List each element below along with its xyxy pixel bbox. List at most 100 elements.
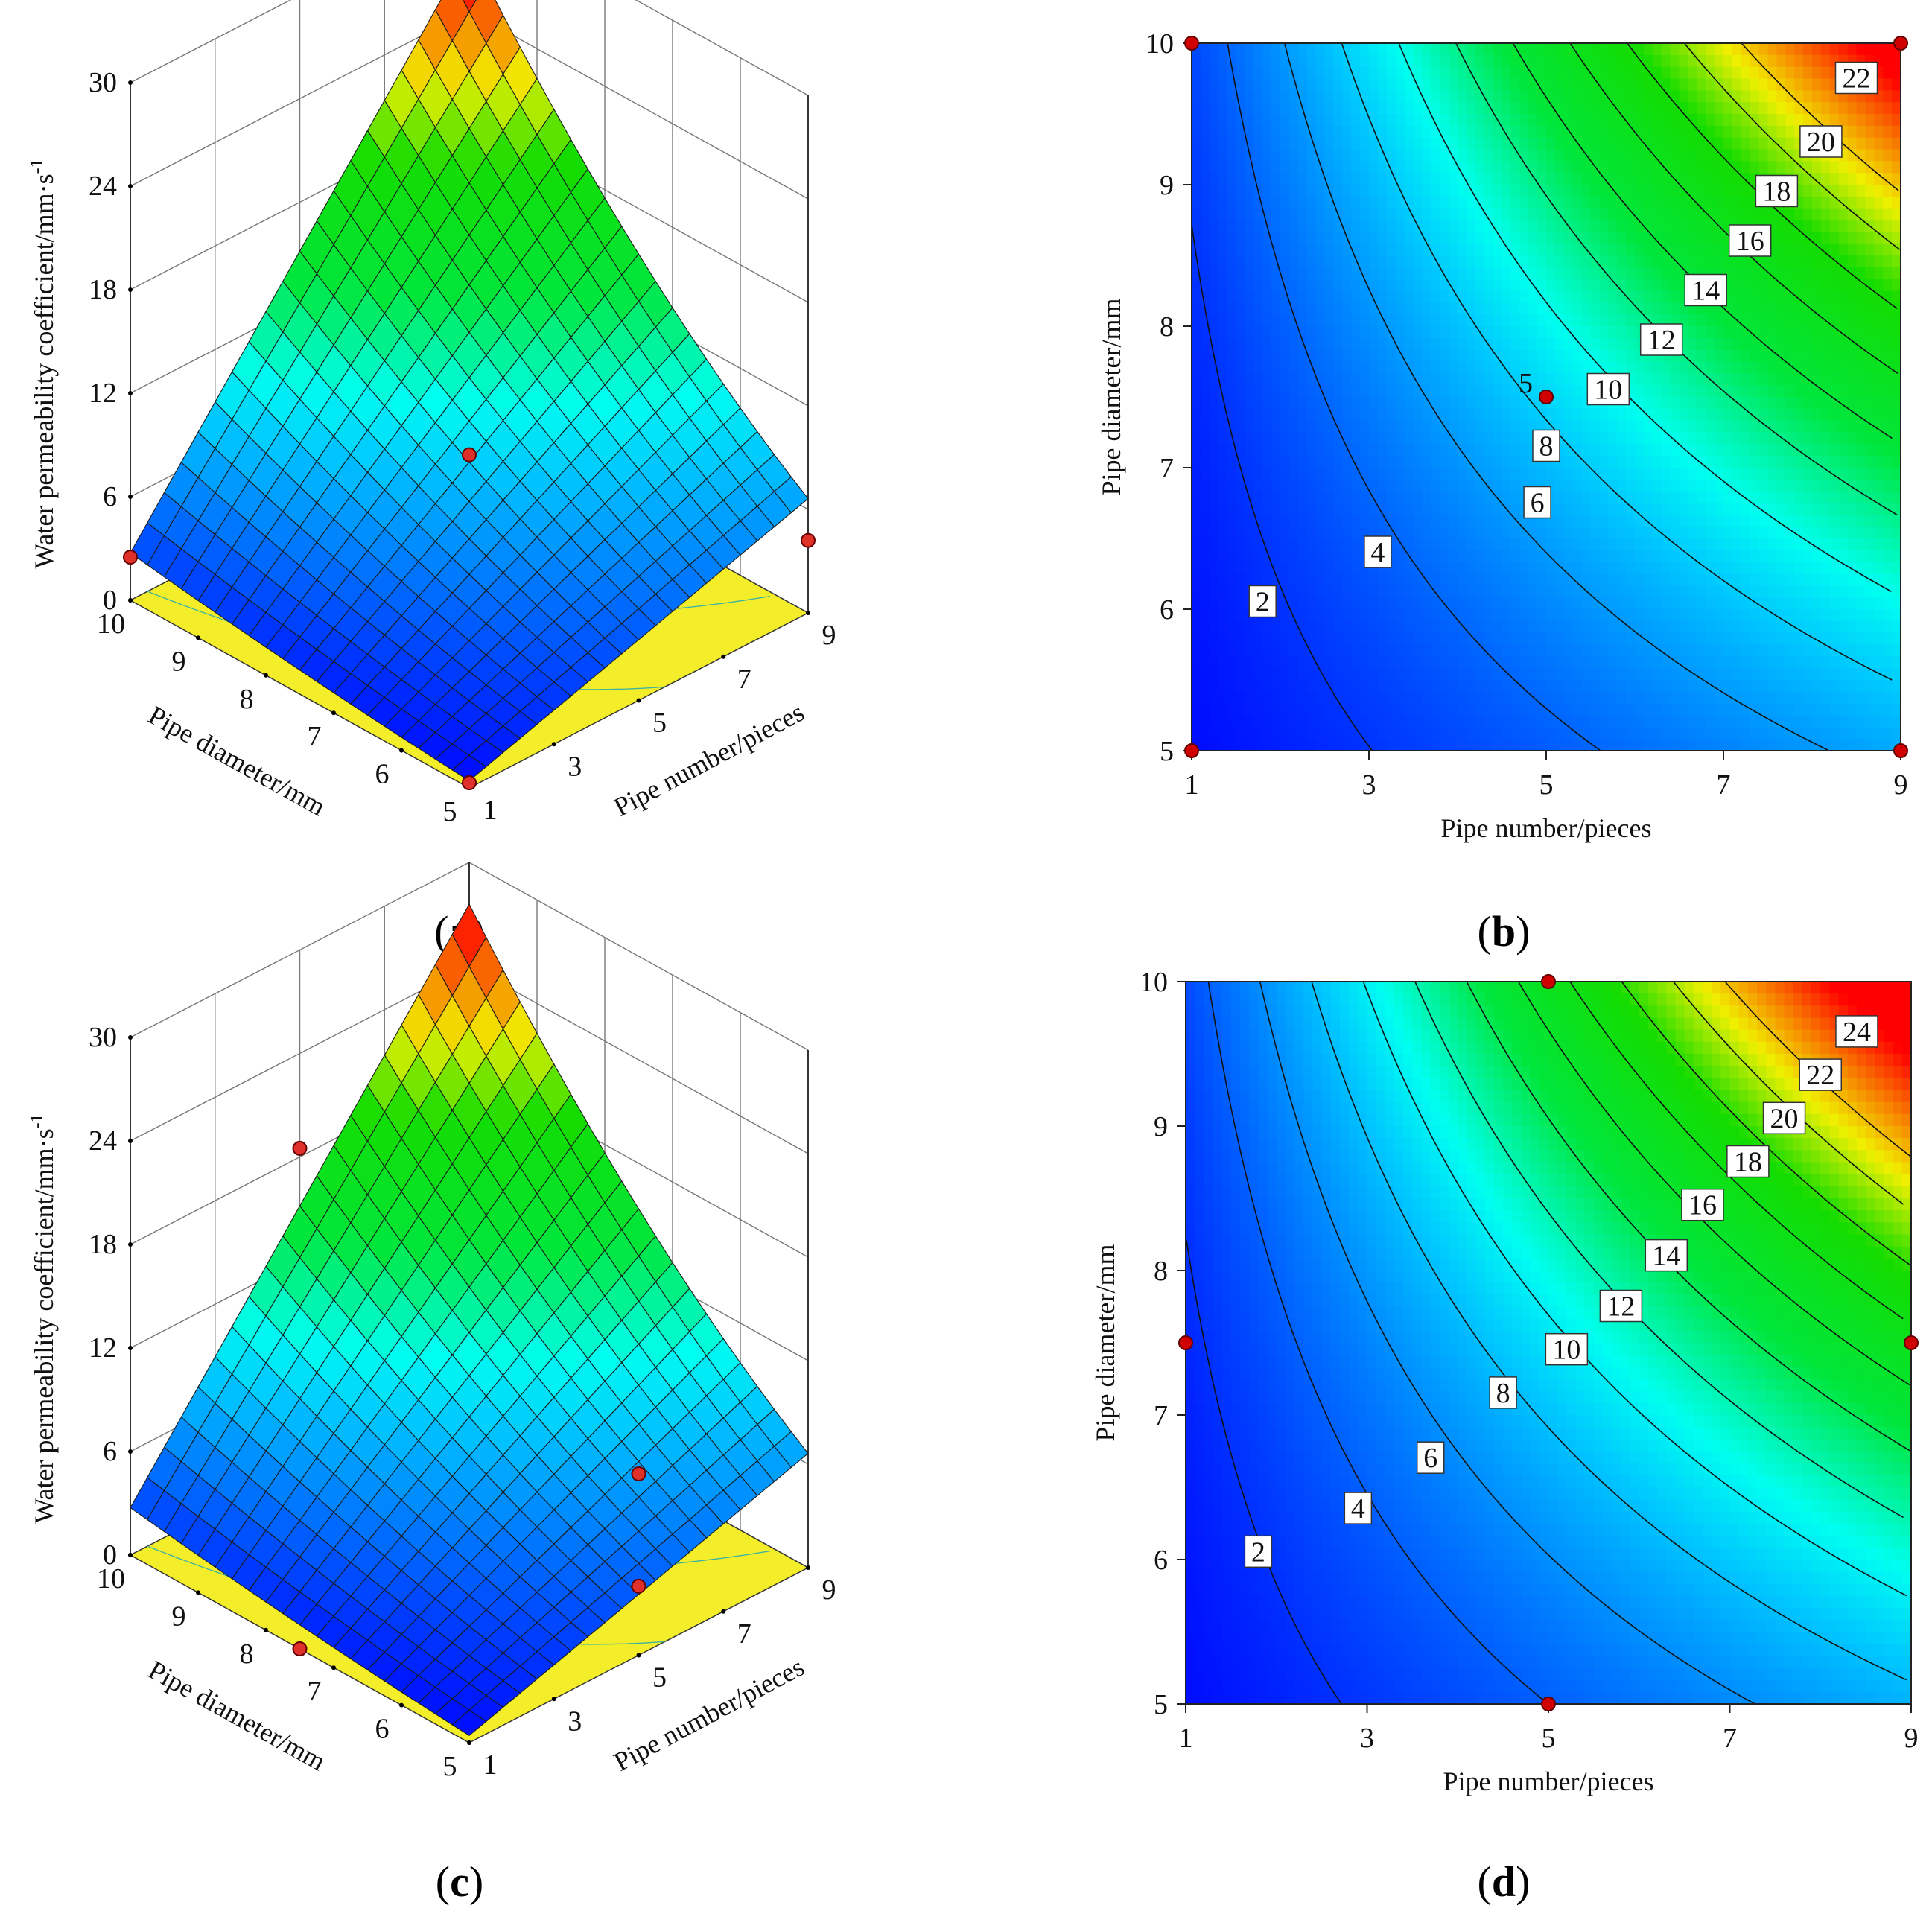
color-cell: [1324, 173, 1334, 185]
color-cell: [1449, 562, 1458, 575]
color-cell: [1706, 149, 1715, 162]
color-cell: [1785, 691, 1795, 705]
color-cell: [1572, 680, 1583, 693]
color-cell: [1200, 78, 1210, 91]
color-cell: [1794, 562, 1804, 575]
color-cell: [1360, 585, 1370, 598]
color-cell: [1306, 573, 1317, 586]
color-cell: [1422, 314, 1431, 327]
color-cell: [1315, 503, 1326, 515]
color-cell: [1767, 538, 1777, 551]
color-cell: [1280, 196, 1290, 209]
color-cell: [1661, 479, 1671, 492]
color-cell: [1271, 668, 1281, 681]
color-cell: [1670, 397, 1680, 410]
color-cell: [1218, 349, 1228, 363]
color-cell: [1838, 373, 1849, 386]
color-cell: [1404, 290, 1414, 303]
color-cell: [1785, 573, 1795, 586]
color-cell: [1803, 361, 1813, 374]
color-cell: [1218, 161, 1228, 174]
color-cell: [1306, 267, 1317, 280]
color-cell: [1838, 515, 1849, 527]
color-cell: [1288, 420, 1299, 433]
color-cell: [1245, 644, 1254, 657]
color-cell: [1785, 408, 1795, 422]
color-cell: [1466, 562, 1476, 575]
color-cell: [1750, 527, 1760, 539]
color-cell: [1554, 609, 1565, 622]
color-cell: [1449, 491, 1458, 504]
color-cell: [1581, 468, 1592, 480]
color-cell: [1475, 196, 1485, 209]
color-cell: [1440, 78, 1449, 91]
color-cell: [1537, 727, 1547, 740]
color-cell: [1661, 656, 1671, 669]
color-cell: [1484, 232, 1494, 244]
color-cell: [1608, 302, 1618, 315]
color-cell: [1661, 196, 1671, 209]
color-cell: [1750, 491, 1760, 504]
color-cell: [1679, 527, 1688, 539]
color-cell: [1803, 527, 1813, 539]
color-cell: [1484, 114, 1494, 127]
color-cell: [1537, 173, 1547, 185]
color-cell: [1741, 137, 1751, 150]
color-cell: [1493, 208, 1503, 221]
color-cell: [1670, 680, 1680, 693]
color-cell: [1554, 491, 1565, 504]
color-cell: [1794, 538, 1804, 551]
color-cell: [1458, 54, 1467, 68]
color-cell: [1803, 444, 1813, 457]
color-cell: [1572, 703, 1583, 716]
color-cell: [1688, 185, 1697, 197]
color-cell: [1404, 727, 1414, 740]
color-cell: [1723, 408, 1733, 422]
color-cell: [1812, 290, 1822, 303]
color-cell: [1856, 43, 1866, 56]
color-cell: [1776, 149, 1786, 162]
color-cell: [1218, 527, 1228, 539]
color-cell: [1661, 279, 1671, 292]
color-cell: [1741, 468, 1751, 480]
color-cell: [1209, 727, 1219, 740]
color-cell: [1422, 739, 1431, 751]
color-cell: [1192, 314, 1201, 327]
color-cell: [1386, 727, 1396, 740]
color-cell: [1333, 220, 1343, 232]
color-cell: [1502, 137, 1511, 150]
color-cell: [1581, 503, 1592, 515]
color-cell: [1829, 632, 1840, 646]
color-cell: [1449, 220, 1458, 232]
color-cell: [1333, 302, 1343, 315]
color-cell: [1546, 114, 1556, 127]
color-cell: [1422, 255, 1431, 268]
color-cell: [1723, 208, 1733, 221]
color-cell: [1200, 420, 1210, 433]
color-cell: [1377, 503, 1388, 515]
color-cell: [1563, 680, 1574, 693]
color-cell: [1306, 326, 1317, 339]
color-cell: [1794, 232, 1804, 244]
color-cell: [1715, 562, 1724, 575]
color-cell: [1209, 173, 1219, 185]
color-cell: [1440, 680, 1449, 693]
color-cell: [1466, 125, 1476, 139]
color-cell: [1776, 432, 1786, 445]
color-cell: [1537, 302, 1547, 315]
color-cell: [1670, 161, 1680, 174]
color-cell: [1192, 479, 1201, 492]
color-cell: [1652, 373, 1662, 386]
color-cell: [1554, 468, 1565, 480]
color-cell: [1236, 597, 1245, 610]
color-cell: [1395, 585, 1405, 598]
color-cell: [1262, 620, 1272, 634]
color-cell: [1794, 479, 1804, 492]
color-cell: [1758, 314, 1769, 327]
color-cell: [1236, 125, 1245, 139]
color-cell: [1200, 255, 1210, 268]
color-cell: [1458, 408, 1467, 422]
color-cell: [1280, 644, 1290, 657]
color-cell: [1333, 468, 1343, 480]
color-cell: [1227, 102, 1237, 115]
